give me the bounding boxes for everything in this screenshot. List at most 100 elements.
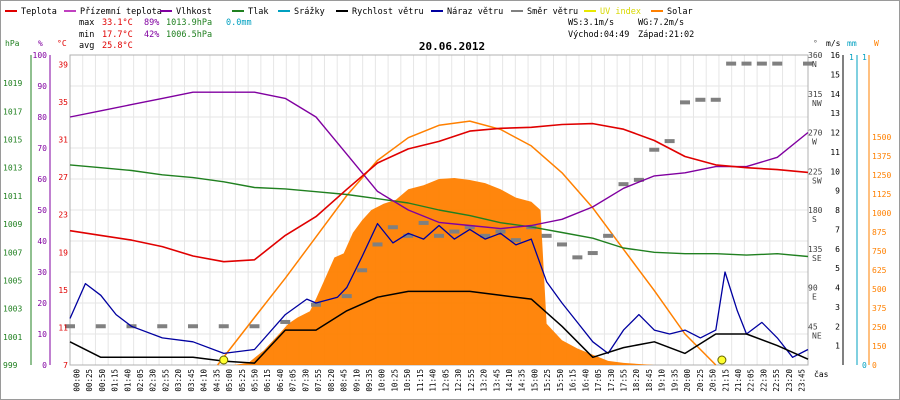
axis-tick-dir-name: S	[812, 215, 817, 224]
stat-max-label: max	[79, 18, 94, 28]
x-tick-label: 04:35	[212, 369, 221, 392]
legend-label-0: Teplota	[21, 7, 57, 17]
wind-direction-mark	[188, 324, 198, 329]
wind-direction-mark	[495, 229, 506, 234]
wind-direction-mark	[587, 251, 598, 256]
axis-tick-pct: 90	[37, 82, 47, 91]
series-humidity	[69, 91, 809, 230]
chart-title: 20.06.2012	[419, 40, 485, 53]
series-wind-speed	[69, 290, 809, 364]
x-tick-label: 06:15	[263, 369, 272, 392]
x-tick-label: 03:20	[174, 369, 183, 392]
axis-tick-mm: 1	[849, 53, 854, 62]
x-axis: 00:00 00:25 00:50 01:15 01:40 02:05 02:30 02:55…	[72, 369, 828, 392]
axis-tick-hpa: 1009	[3, 220, 22, 229]
wind-direction-mark	[741, 61, 752, 66]
x-tick-label: 15:25	[543, 369, 552, 392]
axis-tick-pct: 50	[37, 206, 47, 215]
wind-direction-mark	[387, 225, 398, 230]
wind-direction-mark	[341, 294, 352, 299]
axis-tick-ms: 6	[835, 245, 840, 254]
wind-direction-mark	[418, 220, 429, 225]
x-tick-label: 21:40	[734, 369, 743, 392]
axis-tick-pct: 20	[37, 299, 47, 308]
stat-max-rain: 0.0mm	[226, 18, 252, 28]
plot-area	[65, 54, 813, 366]
sun-info: WS:3.1m/s WG:7.2m/s Východ:04:49 Západ:2…	[568, 18, 694, 40]
axis-tick-w: 150	[872, 342, 887, 351]
axis-tick-ms: 7	[835, 225, 840, 234]
x-tick-label: 06:40	[276, 369, 285, 392]
legend-label-9: Solar	[667, 7, 693, 17]
x-tick-label: 11:40	[429, 369, 438, 392]
axis-tick-ms: 8	[835, 206, 840, 215]
axis-tick-pct: 30	[37, 268, 47, 277]
x-tick-label: 19:35	[670, 369, 679, 392]
axis-tick-w: 375	[872, 304, 887, 313]
x-tick-label: 07:55	[314, 369, 323, 392]
legend: Teplota Přízemní teplota Vlhkost Tlak Srážky…	[5, 7, 693, 17]
axis-tick-hpa: 1001	[3, 333, 22, 342]
axis-tick-pct: 10	[37, 330, 47, 339]
x-tick-label: 01:15	[111, 369, 120, 392]
axis-tick-temp: 35	[58, 98, 68, 107]
series-wind-gust	[69, 222, 809, 358]
x-tick-label: 20:00	[683, 369, 692, 392]
info-sunrise: Východ:04:49	[568, 30, 629, 40]
x-tick-label: 12:05	[441, 369, 450, 392]
wind-direction-mark	[541, 233, 552, 238]
axis-tick-temp: 23	[58, 211, 68, 220]
x-tick-label: 00:50	[98, 369, 107, 392]
wind-direction-mark	[218, 324, 229, 329]
uv-point	[717, 355, 727, 365]
x-tick-label: 22:05	[747, 369, 756, 392]
axis-tick-dir-name: SE	[812, 254, 822, 263]
wind-direction-mark	[649, 147, 660, 152]
x-tick-label: 15:00	[530, 369, 539, 392]
wind-direction-mark	[95, 324, 106, 329]
wind-direction-mark	[510, 238, 521, 243]
wind-direction-mark	[680, 100, 690, 105]
x-tick-label: 16:15	[569, 369, 578, 392]
axis-tick-temp: 39	[58, 60, 68, 69]
stat-max-temp: 33.1°C	[102, 18, 133, 28]
wind-direction-mark	[618, 182, 629, 187]
axis-tick-w: 1125	[872, 190, 891, 199]
x-tick-label: 14:35	[518, 369, 527, 392]
axis-tick-dir-name: E	[812, 293, 817, 302]
axis-tick-uv: 1	[862, 53, 867, 62]
x-tick-label: 18:45	[645, 369, 654, 392]
axis-tick-hpa: 1007	[3, 248, 22, 257]
axis-tick-dir: 270	[808, 129, 823, 138]
axes: hPa9991001100310051007100910111013101510…	[3, 39, 891, 370]
x-tick-label: 08:45	[340, 369, 349, 392]
info-ws: WS:3.1m/s	[568, 18, 614, 28]
wind-direction-mark	[695, 97, 706, 102]
axis-tick-w: 250	[872, 323, 887, 332]
x-tick-label: 20:50	[709, 369, 718, 392]
axis-title-dir: °	[813, 39, 818, 48]
axis-title-pct: %	[38, 39, 43, 48]
x-tick-label: 05:25	[238, 369, 247, 392]
axis-tick-dir-name: N	[812, 60, 817, 69]
wind-direction-mark	[664, 139, 675, 144]
x-tick-label: 08:20	[327, 369, 336, 392]
x-tick-label: 03:45	[187, 369, 196, 392]
stat-min-press: 1006.5hPa	[166, 30, 212, 40]
axis-tick-ms: 9	[835, 187, 840, 196]
axis-tick-ms: 15	[830, 70, 840, 79]
legend-label-2: Vlhkost	[176, 7, 212, 17]
wind-direction-mark	[157, 324, 168, 329]
wind-direction-mark	[633, 177, 644, 182]
axis-tick-dir: 135	[808, 245, 823, 254]
wind-direction-mark	[280, 319, 291, 324]
axis-tick-temp: 31	[58, 136, 68, 145]
wind-direction-mark	[464, 225, 475, 230]
axis-tick-pct: 40	[37, 237, 47, 246]
wind-direction-mark	[311, 302, 321, 307]
axis-title-ms: m/s	[826, 39, 841, 48]
axis-tick-w: 0	[872, 361, 877, 370]
x-tick-label: 11:15	[416, 369, 425, 392]
legend-label-8: UV index	[600, 7, 641, 17]
series-solar-theory	[217, 120, 717, 366]
